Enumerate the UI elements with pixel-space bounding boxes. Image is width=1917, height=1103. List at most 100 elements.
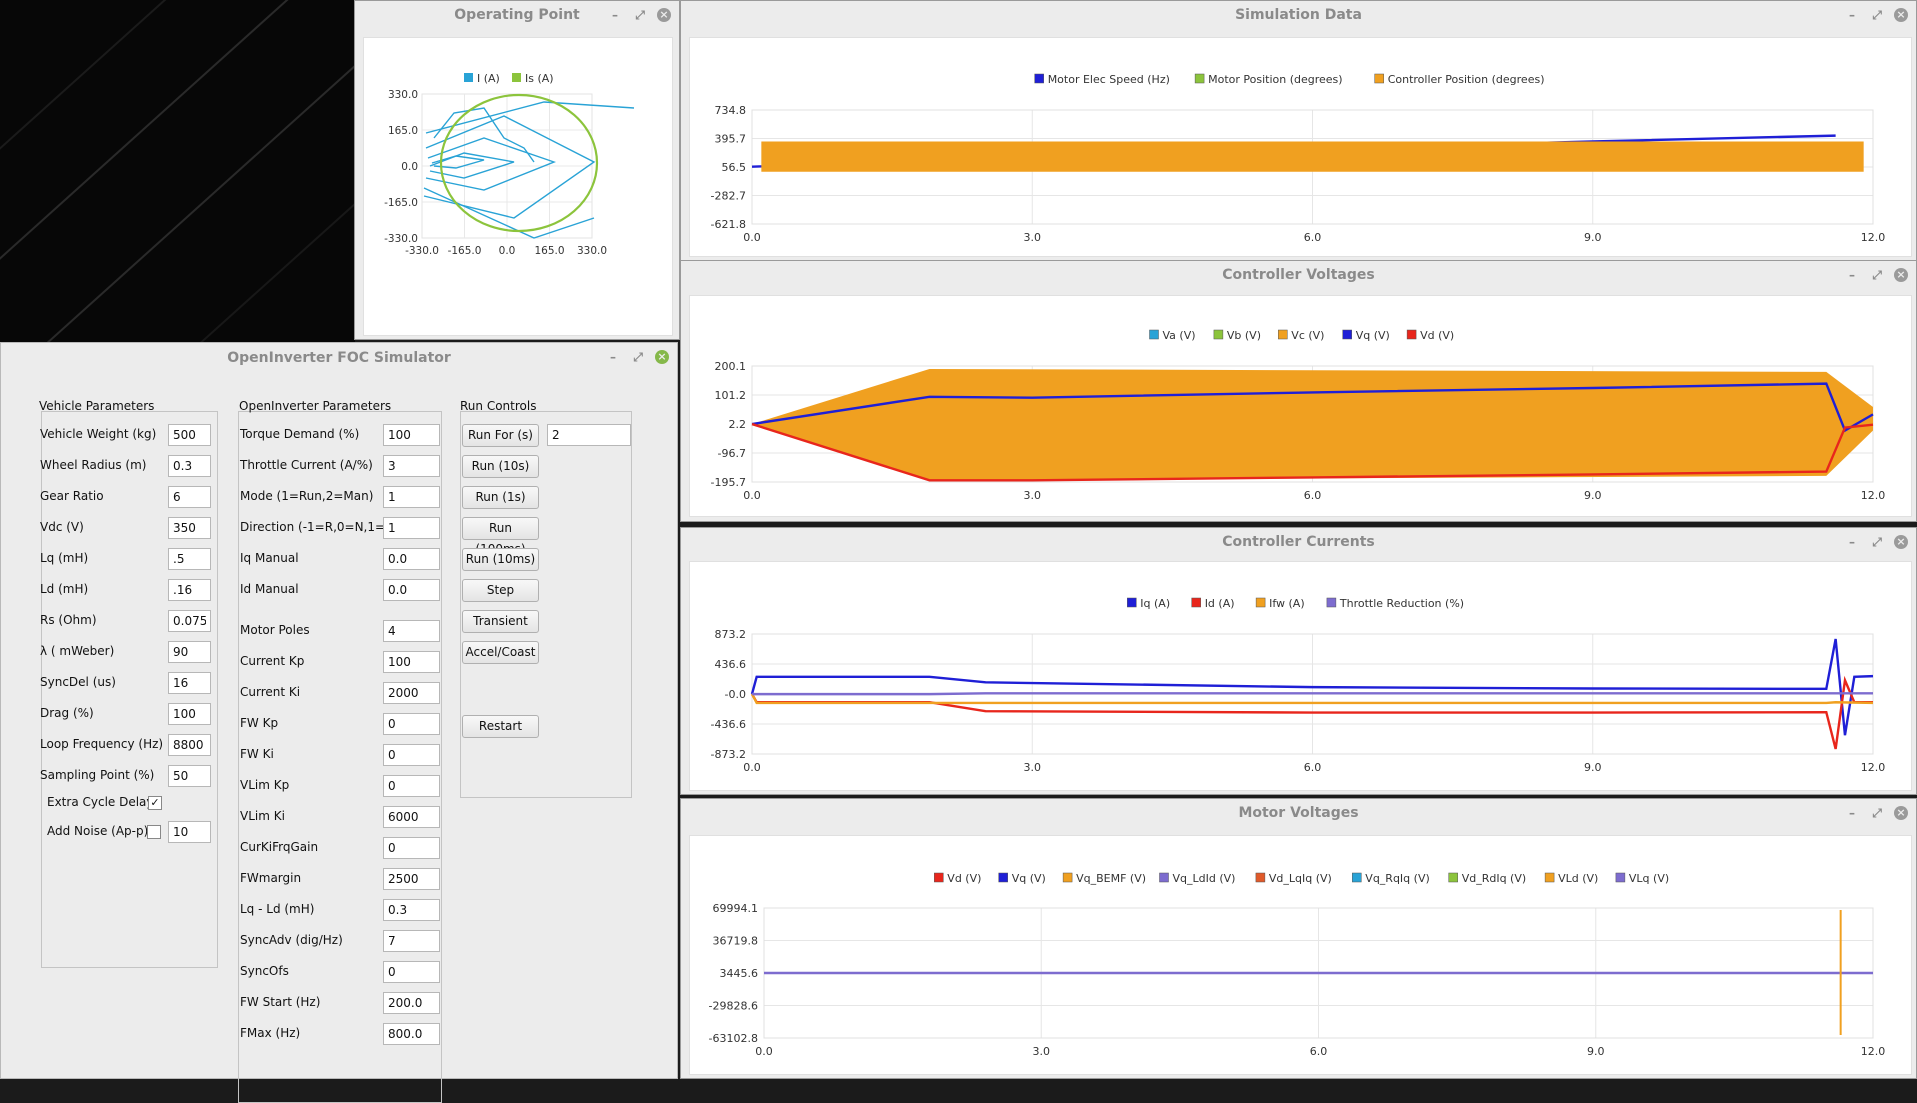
legend-label: I (A) bbox=[477, 72, 500, 85]
simulation-data-window: Simulation Data – ⤢ × Motor Elec Speed (… bbox=[680, 0, 1917, 262]
maximize-icon[interactable]: ⤢ bbox=[635, 8, 645, 22]
run-for-input[interactable] bbox=[547, 424, 631, 446]
legend-swatch bbox=[1194, 73, 1205, 84]
legend-swatch bbox=[1062, 872, 1073, 883]
oi-param-input[interactable] bbox=[383, 992, 440, 1014]
vehicle-param-input[interactable] bbox=[168, 610, 211, 632]
oi-param-label: Torque Demand (%) bbox=[240, 427, 360, 441]
x-tick-label: -165.0 bbox=[448, 245, 482, 257]
run-control-button[interactable]: Transient bbox=[462, 610, 539, 633]
noise-amplitude-input[interactable] bbox=[168, 821, 211, 843]
motor-voltages-window: Motor Voltages – ⤢ × Vd (V) Vq (V) Vq_BEMF… bbox=[680, 798, 1917, 1079]
y-tick-label: -29828.6 bbox=[709, 1000, 758, 1013]
vehicle-param-input[interactable] bbox=[168, 455, 211, 477]
close-icon[interactable]: × bbox=[1894, 806, 1908, 820]
run-control-button[interactable]: Run (1s) bbox=[462, 486, 539, 509]
minimize-icon[interactable]: – bbox=[612, 8, 618, 22]
oi-param-input[interactable] bbox=[383, 837, 440, 859]
oi-param-input[interactable] bbox=[383, 1023, 440, 1045]
y-tick-label: -96.7 bbox=[718, 447, 746, 460]
vehicle-param-input[interactable] bbox=[168, 579, 211, 601]
close-icon[interactable]: × bbox=[1894, 535, 1908, 549]
vehicle-param-input[interactable] bbox=[168, 672, 211, 694]
vehicle-param-input[interactable] bbox=[168, 548, 211, 570]
legend-swatch bbox=[998, 872, 1008, 883]
vehicle-param-label: Rs (Ohm) bbox=[40, 613, 97, 627]
oi-param-input[interactable] bbox=[383, 713, 440, 735]
oi-param-input[interactable] bbox=[383, 961, 440, 983]
foc-simulator-titlebar[interactable]: OpenInverter FOC Simulator – ⤢ × bbox=[1, 343, 677, 373]
add-noise-checkbox[interactable] bbox=[147, 825, 161, 839]
oi-param-input[interactable] bbox=[383, 682, 440, 704]
chart-legend: Vd (V) Vq (V) Vq_BEMF (V) Vq_LdId (V) Vd_LqI… bbox=[934, 872, 1669, 885]
maximize-icon[interactable]: ⤢ bbox=[1872, 8, 1882, 22]
legend-label: Vc (V) bbox=[1291, 329, 1324, 342]
restart-button[interactable]: Restart bbox=[462, 715, 539, 738]
x-tick-label: 9.0 bbox=[1584, 231, 1602, 244]
x-tick-label: 12.0 bbox=[1861, 761, 1886, 774]
maximize-icon[interactable]: ⤢ bbox=[1872, 806, 1882, 820]
vehicle-param-label: Vdc (V) bbox=[40, 520, 84, 534]
vehicle-param-input[interactable] bbox=[168, 765, 211, 787]
simulation-data-titlebar[interactable]: Simulation Data – ⤢ × bbox=[681, 1, 1916, 29]
motor-voltages-titlebar[interactable]: Motor Voltages – ⤢ × bbox=[681, 799, 1916, 827]
oi-param-input[interactable] bbox=[383, 548, 440, 570]
legend-label: Vd (V) bbox=[947, 872, 981, 885]
maximize-icon[interactable]: ⤢ bbox=[1872, 268, 1882, 282]
legend-label: Controller Position (degrees) bbox=[1388, 73, 1545, 86]
oi-param-input[interactable] bbox=[383, 651, 440, 673]
oi-param-input[interactable] bbox=[383, 455, 440, 477]
x-tick-label: 12.0 bbox=[1861, 1045, 1886, 1058]
oi-param-input[interactable] bbox=[383, 424, 440, 446]
close-icon[interactable]: × bbox=[1894, 268, 1908, 282]
legend-swatch bbox=[1255, 597, 1266, 608]
oi-param-input[interactable] bbox=[383, 930, 440, 952]
oi-param-input[interactable] bbox=[383, 744, 440, 766]
legend-swatch bbox=[512, 73, 521, 82]
run-control-button[interactable]: Step bbox=[462, 579, 539, 602]
minimize-icon[interactable]: – bbox=[1849, 535, 1855, 549]
legend-label: VLq (V) bbox=[1629, 872, 1669, 885]
run-control-button[interactable]: Accel/Coast bbox=[462, 641, 539, 664]
controller-voltages-titlebar[interactable]: Controller Voltages – ⤢ × bbox=[681, 261, 1916, 289]
add-noise-label: Add Noise (Ap-p) bbox=[47, 824, 149, 838]
controller-voltages-chart: Va (V) Vb (V) Vc (V) Vq (V) Vd (V) 200.1 101.2… bbox=[689, 295, 1912, 517]
oi-param-input[interactable] bbox=[383, 620, 440, 642]
close-icon[interactable]: × bbox=[655, 350, 669, 364]
controller-currents-titlebar[interactable]: Controller Currents – ⤢ × bbox=[681, 528, 1916, 556]
close-icon[interactable]: × bbox=[657, 8, 671, 22]
extra-cycle-delay-checkbox[interactable]: ✓ bbox=[148, 796, 162, 810]
oi-param-label: FW Start (Hz) bbox=[240, 995, 321, 1009]
oi-param-input[interactable] bbox=[383, 899, 440, 921]
maximize-icon[interactable]: ⤢ bbox=[633, 350, 643, 364]
minimize-icon[interactable]: – bbox=[1849, 268, 1855, 282]
oi-param-input[interactable] bbox=[383, 775, 440, 797]
legend-swatch bbox=[464, 73, 473, 82]
oi-param-input[interactable] bbox=[383, 579, 440, 601]
y-tick-label: -63102.8 bbox=[709, 1032, 758, 1045]
close-icon[interactable]: × bbox=[1894, 8, 1908, 22]
run-for-button[interactable]: Run For (s) bbox=[462, 424, 539, 447]
maximize-icon[interactable]: ⤢ bbox=[1872, 535, 1882, 549]
oi-param-input[interactable] bbox=[383, 868, 440, 890]
operating-point-titlebar[interactable]: Operating Point – ⤢ × bbox=[355, 1, 679, 29]
vehicle-param-input[interactable] bbox=[168, 424, 211, 446]
chart-axes: 734.8 395.7 56.5 -282.7 -621.80.0 3.0 6.0 9.0 12… bbox=[711, 104, 1886, 244]
vehicle-param-input[interactable] bbox=[168, 734, 211, 756]
minimize-icon[interactable]: – bbox=[1849, 8, 1855, 22]
vehicle-param-input[interactable] bbox=[168, 486, 211, 508]
y-tick-label: 0.0 bbox=[401, 161, 418, 173]
oi-param-input[interactable] bbox=[383, 486, 440, 508]
window-title: OpenInverter FOC Simulator bbox=[227, 350, 451, 366]
vehicle-param-input[interactable] bbox=[168, 703, 211, 725]
oi-param-input[interactable] bbox=[383, 806, 440, 828]
minimize-icon[interactable]: – bbox=[1849, 806, 1855, 820]
run-control-button[interactable]: Run (100ms) bbox=[462, 517, 539, 556]
minimize-icon[interactable]: – bbox=[610, 350, 616, 364]
vehicle-param-input[interactable] bbox=[168, 641, 211, 663]
oi-param-input[interactable] bbox=[383, 517, 440, 539]
run-control-button[interactable]: Run (10s) bbox=[462, 455, 539, 478]
legend-swatch bbox=[1374, 73, 1384, 84]
vehicle-param-input[interactable] bbox=[168, 517, 211, 539]
run-control-button[interactable]: Run (10ms) bbox=[462, 548, 539, 571]
